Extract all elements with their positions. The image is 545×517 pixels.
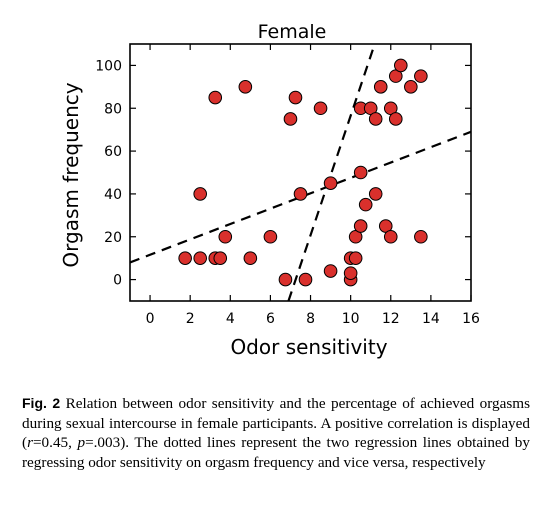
x-tick-label-0: 0 [146, 311, 155, 327]
x-axis-label: Odor sensitivity [230, 335, 387, 359]
data-point-24 [353, 219, 368, 233]
data-point-33 [383, 229, 398, 244]
chart-title: Female [258, 21, 327, 43]
plot-frame [129, 43, 472, 302]
figure-caption: Fig. 2 Relation between odor sensitivity… [22, 394, 530, 472]
data-point-4 [213, 251, 228, 265]
data-point-1 [178, 251, 192, 265]
data-point-8 [238, 80, 253, 94]
x-tick-label-4: 4 [226, 311, 235, 327]
x-tick-label-6: 6 [266, 311, 275, 327]
data-point-5 [193, 187, 208, 201]
data-point-2 [193, 251, 208, 265]
data-point-6 [208, 90, 223, 105]
data-point-16 [313, 101, 328, 116]
y-tick-label-40: 40 [104, 187, 122, 203]
plot-area: 0 2 4 6 8 10 12 14 16 0 20 40 60 80 100 [95, 43, 480, 327]
data-point-17 [323, 264, 338, 278]
data-point-15 [298, 272, 313, 287]
y-axis-label: Orgasm frequency [59, 82, 83, 267]
y-tick-label-0: 0 [113, 273, 122, 289]
scatter-chart: Female 0 2 4 6 8 10 12 14 16 0 20 40 60 80 100 Odor se… [59, 21, 480, 359]
data-point-30 [368, 187, 383, 201]
data-point-14 [293, 187, 308, 201]
data-point-11 [278, 272, 293, 287]
caption-var-p: p [77, 434, 86, 452]
y-tick-label-80: 80 [104, 101, 122, 117]
y-tick-label-100: 100 [95, 58, 122, 74]
data-point-22 [348, 251, 363, 265]
data-point-38 [404, 80, 418, 94]
caption-var-r: r [27, 434, 33, 452]
data-point-40 [414, 229, 428, 244]
data-point-9 [243, 251, 258, 265]
data-point-13 [288, 90, 303, 105]
y-tick-label-20: 20 [104, 230, 122, 246]
data-point-20 [343, 266, 358, 280]
regression-line-1 [130, 130, 471, 264]
x-tick-label-12: 12 [382, 311, 400, 327]
data-point-18 [323, 176, 338, 191]
data-point-39 [414, 69, 428, 83]
x-tick-label-2: 2 [186, 311, 195, 327]
regression-line-2 [287, 44, 376, 301]
data-point-12 [283, 112, 298, 126]
data-point-35 [388, 112, 403, 126]
x-tick-label-14: 14 [422, 311, 440, 327]
data-point-10 [263, 229, 278, 244]
x-tick-label-10: 10 [342, 311, 360, 327]
data-point-29 [368, 112, 383, 126]
data-point-27 [358, 197, 373, 212]
caption-text-2: =0.45, [32, 434, 78, 452]
caption-label: Fig. 2 [22, 395, 61, 411]
x-tick-label-8: 8 [306, 311, 315, 327]
y-tick-label-60: 60 [104, 144, 122, 160]
x-tick-label-16: 16 [462, 311, 480, 327]
caption-text-1: Relation between odor sensitivity and th… [22, 395, 531, 452]
data-point-31 [373, 80, 388, 94]
caption-text-3: =.003). The dotted lines represent the t… [22, 434, 530, 471]
data-point-37 [393, 58, 408, 73]
data-point-25 [353, 165, 368, 180]
data-point-7 [218, 229, 233, 244]
